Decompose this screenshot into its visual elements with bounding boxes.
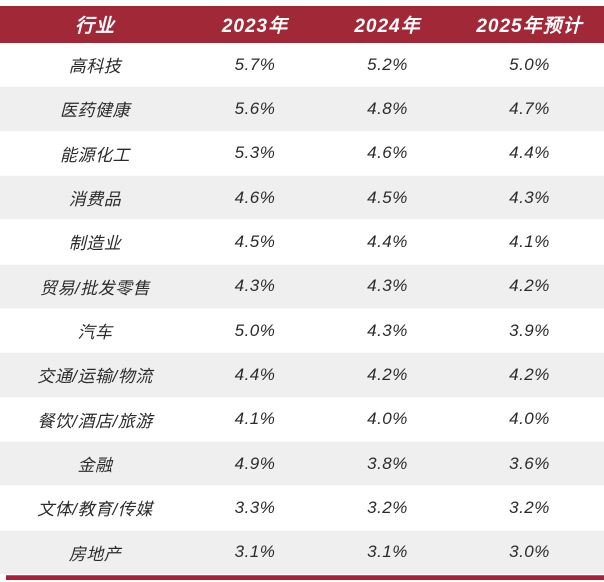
value-cell: 4.7% [509,98,550,118]
value-cell: 4.3% [234,276,276,296]
table-row: 房地产 3.1% 3.1% 3.0% [0,530,604,575]
value-cell: 4.1% [234,409,276,429]
value-cell: 4.4% [367,231,408,251]
table-row: 交通/运输/物流 4.4% 4.2% 4.2% [0,353,604,398]
table-row: 医药健康 5.6% 4.8% 4.7% [0,87,604,132]
value-cell: 4.5% [234,231,276,251]
column-header-2023: 2023年 [221,16,289,37]
table-row: 消费品 4.6% 4.5% 4.3% [0,175,604,221]
industry-cell: 医药健康 [60,101,130,121]
value-cell: 4.5% [367,187,408,207]
value-cell: 3.8% [367,453,408,473]
industry-cell: 金融 [77,456,113,476]
value-cell: 4.2% [367,364,408,384]
value-cell: 5.0% [234,320,276,340]
value-cell: 3.1% [367,542,408,562]
value-cell: 4.2% [509,364,550,384]
industry-cell: 餐饮/酒店/旅游 [37,411,153,431]
value-cell: 3.1% [234,542,276,562]
value-cell: 3.9% [509,320,550,340]
industry-growth-table: 行业 2023年 2024年 2025年预计 高科技 5.7% 5.2% 5.0% 医药… [0,6,604,575]
industry-cell: 贸易/批发零售 [39,278,151,298]
value-cell: 4.3% [367,276,408,296]
bottom-accent-bar [6,575,604,580]
table-row: 餐饮/酒店/旅游 4.1% 4.0% 4.0% [0,397,604,442]
industry-cell: 高科技 [68,57,122,77]
value-cell: 4.8% [367,98,408,118]
table-header-row: 行业 2023年 2024年 2025年预计 [0,6,604,43]
industry-cell: 汽车 [77,323,113,343]
column-header-2025-forecast: 2025年预计 [476,16,583,37]
value-cell: 4.4% [234,364,276,384]
column-header-industry: 行业 [74,16,115,37]
value-cell: 5.7% [234,54,276,74]
value-cell: 5.3% [234,143,276,163]
industry-cell: 文体/教育/传媒 [37,500,153,520]
value-cell: 5.0% [509,54,550,74]
value-cell: 3.2% [509,497,550,517]
value-cell: 4.4% [509,143,550,163]
value-cell: 4.0% [509,409,550,429]
table-row: 制造业 4.5% 4.4% 4.1% [0,220,604,265]
value-cell: 4.3% [367,320,408,340]
value-cell: 3.0% [509,542,550,562]
value-cell: 3.2% [367,497,408,517]
industry-cell: 消费品 [68,190,122,210]
value-cell: 4.3% [509,187,550,207]
value-cell: 4.9% [234,453,276,473]
value-cell: 4.2% [509,276,550,296]
table-row: 文体/教育/传媒 3.3% 3.2% 3.2% [0,486,604,531]
value-cell: 5.6% [234,98,276,118]
value-cell: 4.6% [367,143,408,163]
value-cell: 3.6% [509,453,550,473]
value-cell: 5.2% [367,54,408,74]
value-cell: 4.0% [367,409,408,429]
table-row: 能源化工 5.3% 4.6% 4.4% [0,131,604,176]
value-cell: 4.6% [234,187,276,207]
industry-cell: 能源化工 [60,145,130,165]
table-body: 高科技 5.7% 5.2% 5.0% 医药健康 5.6% 4.8% 4.7% 能源化工 5.3% 4… [0,43,604,575]
table-row: 贸易/批发零售 4.3% 4.3% 4.2% [0,264,604,309]
table-row: 汽车 5.0% 4.3% 3.9% [0,308,604,354]
industry-cell: 制造业 [68,234,122,254]
industry-cell: 交通/运输/物流 [37,367,153,387]
table-row: 金融 4.9% 3.8% 3.6% [0,441,604,487]
value-cell: 3.3% [234,497,276,517]
industry-cell: 房地产 [68,544,122,564]
table-row: 高科技 5.7% 5.2% 5.0% [0,43,604,88]
column-header-2024: 2024年 [354,16,421,37]
value-cell: 4.1% [509,231,550,251]
